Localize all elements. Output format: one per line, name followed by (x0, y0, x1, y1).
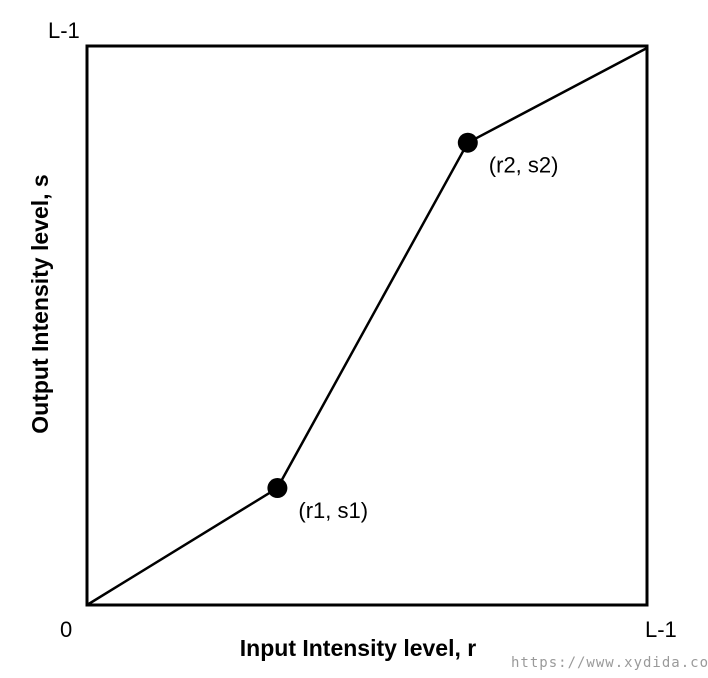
watermark: https://www.xydida.com (511, 655, 708, 671)
point-label-2: (r2, s2) (489, 153, 559, 178)
point-label-1: (r1, s1) (298, 498, 368, 523)
point-markers (267, 132, 478, 499)
series-line (86, 46, 648, 607)
point-annotations: (r1, s1) (r2, s2) (298, 153, 558, 523)
y-axis-label: Output Intensity level, s (27, 174, 53, 433)
y-tick-max: L-1 (48, 18, 80, 43)
x-axis-label: Input Intensity level, r (240, 635, 476, 661)
x-tick-min: 0 (60, 617, 72, 642)
plot-frame (85, 44, 649, 607)
point-marker-1 (267, 478, 288, 499)
point-marker-2 (457, 132, 478, 153)
x-tick-max: L-1 (645, 617, 677, 642)
